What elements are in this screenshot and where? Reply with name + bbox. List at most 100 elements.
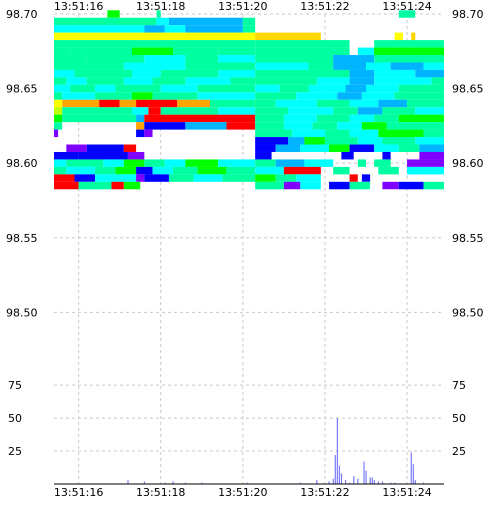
- volume-bar: [143, 481, 146, 484]
- heatmap-cell: [185, 122, 227, 130]
- volume-bar: [338, 465, 341, 484]
- heatmap-cell: [152, 77, 186, 85]
- heatmap-cell: [144, 114, 256, 123]
- heatmap-cell: [255, 122, 284, 130]
- volume-bar: [365, 470, 367, 484]
- heatmap-cell: [255, 62, 309, 70]
- heatmap-cell: [255, 77, 317, 85]
- heatmap-cell: [407, 159, 444, 167]
- volume-bar: [344, 480, 347, 484]
- heatmap-cell: [349, 174, 358, 182]
- heatmap-cell: [132, 47, 174, 56]
- x-tick-label-bottom: 13:51:20: [218, 486, 267, 499]
- heatmap-cell: [136, 122, 145, 130]
- heatmap-cell: [156, 17, 169, 26]
- heatmap-cell: [62, 114, 137, 123]
- heatmap-cell: [86, 77, 124, 85]
- heatmap-cell: [378, 129, 424, 138]
- heatmap-cell: [173, 166, 198, 175]
- heatmap-cell: [86, 144, 124, 152]
- heatmap-cell: [374, 144, 399, 152]
- heatmap-cell: [419, 144, 444, 152]
- heatmap-cell: [54, 122, 63, 130]
- volume-bar: [336, 418, 338, 484]
- heatmap-cell: [152, 166, 174, 175]
- heatmap-cell: [54, 181, 79, 190]
- heatmap-cell: [255, 144, 276, 152]
- heatmap-cell: [95, 174, 137, 182]
- volume-tick-label-right: 25: [452, 445, 466, 458]
- heatmap-cell: [144, 55, 186, 63]
- y-tick-label-right: 98.55: [452, 232, 484, 245]
- volume-tick-label-left: 25: [8, 445, 22, 458]
- heatmap-cell: [78, 151, 128, 160]
- heatmap-cell: [366, 62, 391, 70]
- heatmap-cell: [168, 17, 243, 26]
- heatmap-layer: [54, 10, 444, 190]
- volume-bar: [369, 477, 371, 484]
- heatmap-cell: [333, 55, 375, 63]
- volume-bar: [422, 482, 425, 484]
- heatmap-cell: [382, 107, 416, 115]
- heatmap-cell: [255, 55, 334, 63]
- volume-bar: [394, 482, 396, 484]
- heatmap-cell: [337, 92, 362, 100]
- heatmap-cell: [78, 181, 112, 190]
- heatmap-cell: [349, 114, 375, 123]
- heatmap-cell: [415, 137, 444, 145]
- heatmap-cell: [374, 77, 432, 85]
- heatmap-cell: [74, 174, 96, 182]
- heatmap-cell: [54, 159, 67, 167]
- heatmap-cell: [300, 144, 330, 152]
- heatmap-cell: [345, 84, 366, 93]
- heatmap-cell: [349, 77, 375, 85]
- heatmap-cell: [66, 144, 87, 152]
- heatmap-cell: [275, 159, 305, 167]
- heatmap-cell: [136, 174, 145, 182]
- volume-bar: [357, 478, 359, 484]
- heatmap-cell: [333, 62, 366, 70]
- heatmap-cell: [127, 151, 145, 160]
- heatmap-cell: [54, 151, 79, 160]
- heatmap-cell: [341, 151, 354, 160]
- heatmap-cell: [86, 55, 145, 63]
- heatmap-cell: [95, 84, 116, 93]
- heatmap-cell: [54, 40, 256, 48]
- heatmap-cell: [279, 84, 309, 93]
- heatmap-cell: [275, 99, 317, 108]
- heatmap-cell: [111, 181, 124, 190]
- heatmap-cell: [185, 159, 219, 167]
- heatmap-cell: [185, 25, 243, 33]
- volume-tick-label-left: 75: [8, 379, 22, 392]
- heatmap-cell: [316, 99, 350, 108]
- heatmap-cell: [95, 92, 132, 100]
- heatmap-cell: [132, 92, 153, 100]
- heatmap-cell: [386, 122, 444, 130]
- heatmap-cell: [66, 166, 96, 175]
- heatmap-cell: [361, 174, 371, 182]
- heatmap-cell: [398, 144, 420, 152]
- heatmap-cell: [95, 166, 116, 175]
- heatmap-cell: [242, 25, 256, 33]
- volume-bar: [332, 478, 334, 484]
- heatmap-cell: [218, 55, 256, 63]
- heatmap-cell: [123, 159, 145, 167]
- heatmap-cell: [160, 84, 198, 93]
- heatmap-cell: [423, 181, 444, 190]
- heatmap-cell: [255, 99, 276, 108]
- heatmap-cell: [62, 92, 96, 100]
- heatmap-cell: [103, 159, 124, 167]
- heatmap-cell: [349, 144, 375, 152]
- heatmap-cell: [144, 25, 165, 33]
- heatmap-cell: [66, 77, 87, 85]
- heatmap-cell: [132, 69, 161, 78]
- heatmap-cell: [349, 69, 375, 78]
- heatmap-cell: [123, 181, 141, 190]
- heatmap-cell: [374, 69, 416, 78]
- heatmap-cell: [197, 84, 256, 93]
- heatmap-cell: [136, 166, 153, 175]
- heatmap-cell: [62, 107, 132, 115]
- heatmap-cell: [398, 10, 416, 18]
